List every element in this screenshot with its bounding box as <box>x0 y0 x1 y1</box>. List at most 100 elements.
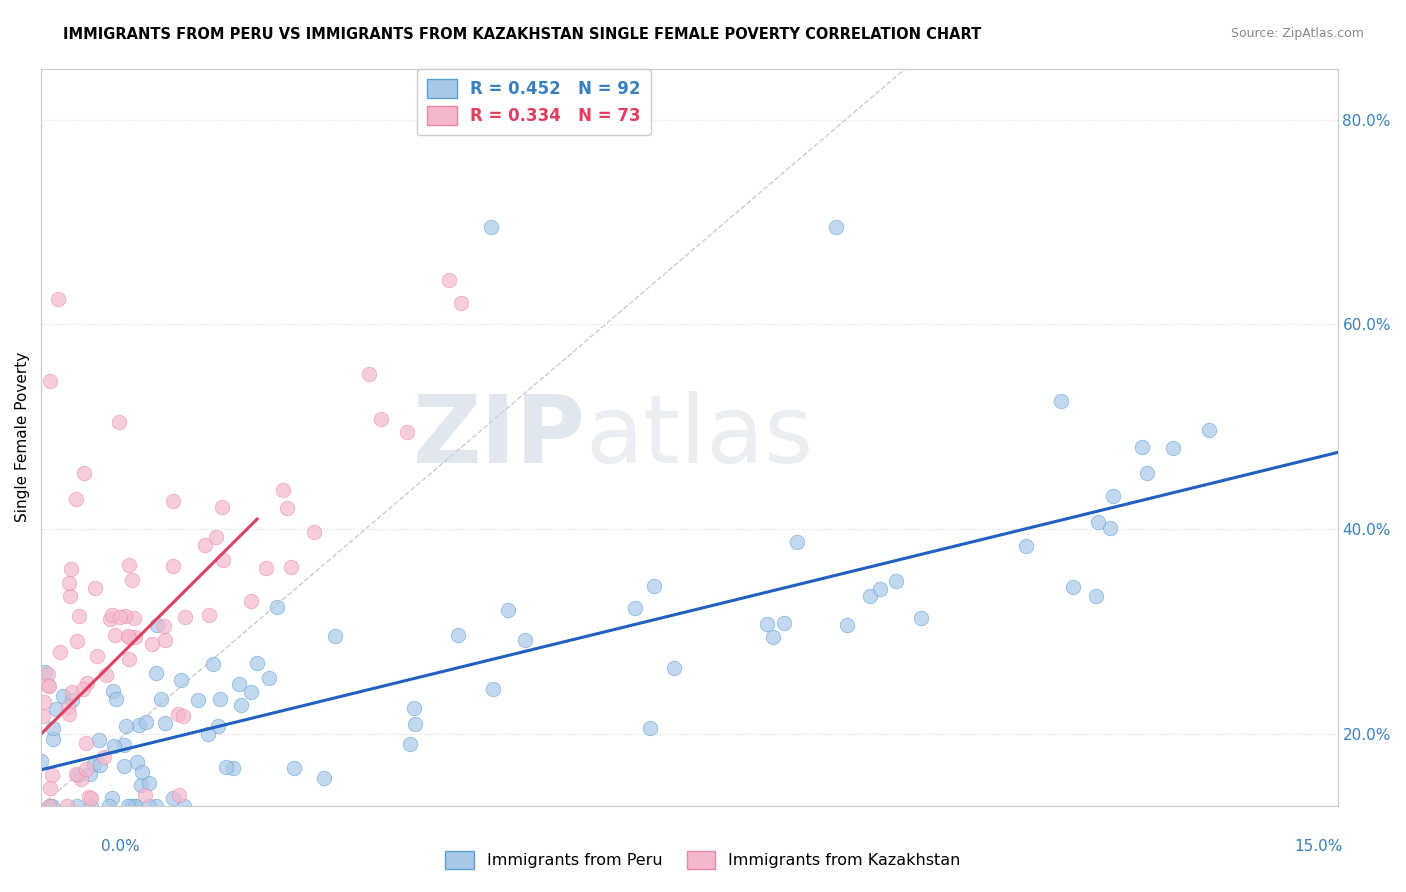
Point <box>89 758 111 772</box>
Point <box>496 603 519 617</box>
Point <box>1099 521 1122 535</box>
Point <box>662 661 685 675</box>
Point <box>197 727 219 741</box>
Point <box>67 609 90 624</box>
Point <box>38 374 60 388</box>
Point <box>124 798 146 813</box>
Point <box>101 791 124 805</box>
Legend: Immigrants from Peru, Immigrants from Kazakhstan: Immigrants from Peru, Immigrants from Ka… <box>439 845 967 875</box>
Point <box>117 630 139 644</box>
Point <box>240 684 263 698</box>
Point <box>162 790 184 805</box>
Point <box>117 630 139 644</box>
Point <box>170 673 193 688</box>
Point <box>254 561 277 575</box>
Point <box>59 562 82 576</box>
Point <box>145 665 167 680</box>
Point <box>114 759 136 773</box>
Point <box>41 768 63 782</box>
Point <box>1102 489 1125 503</box>
Point <box>42 721 65 735</box>
Point <box>359 367 381 381</box>
Point <box>150 692 173 706</box>
Point <box>77 789 100 804</box>
Point <box>398 737 420 751</box>
Point <box>215 759 238 773</box>
Text: ZIP: ZIP <box>413 391 586 483</box>
Point <box>835 618 858 632</box>
Point <box>100 612 122 626</box>
Text: atlas: atlas <box>586 391 814 483</box>
Point <box>38 679 60 693</box>
Point <box>138 775 160 789</box>
Point <box>66 634 89 648</box>
Point <box>155 632 177 647</box>
Point <box>38 781 60 796</box>
Point <box>122 611 145 625</box>
Point <box>239 594 262 608</box>
Point <box>108 415 131 429</box>
Point <box>1198 423 1220 437</box>
Point <box>104 691 127 706</box>
Point <box>174 610 197 624</box>
Point <box>100 607 122 622</box>
Point <box>52 690 75 704</box>
Point <box>66 798 89 813</box>
Point <box>446 628 468 642</box>
Point <box>762 630 785 644</box>
Point <box>276 500 298 515</box>
Point <box>73 466 96 480</box>
Point <box>131 765 153 780</box>
Point <box>76 676 98 690</box>
Point <box>80 798 103 813</box>
Point <box>94 668 117 682</box>
Point <box>104 628 127 642</box>
Point <box>83 581 105 595</box>
Point <box>101 684 124 698</box>
Point <box>65 491 87 506</box>
Point <box>72 682 94 697</box>
Point <box>121 574 143 588</box>
Point <box>229 698 252 712</box>
Point <box>87 733 110 747</box>
Point <box>773 615 796 630</box>
Point <box>118 652 141 666</box>
Point <box>75 763 97 777</box>
Point <box>86 649 108 664</box>
Point <box>205 530 228 544</box>
Point <box>246 656 269 670</box>
Point <box>212 552 235 566</box>
Point <box>162 559 184 574</box>
Point <box>481 682 503 697</box>
Point <box>145 798 167 813</box>
Point <box>59 589 82 603</box>
Point <box>117 798 139 813</box>
Point <box>79 766 101 780</box>
Point <box>257 671 280 685</box>
Point <box>58 700 80 714</box>
Point <box>640 721 662 735</box>
Point <box>114 609 136 624</box>
Point <box>194 538 217 552</box>
Point <box>624 600 647 615</box>
Point <box>1161 442 1184 456</box>
Point <box>129 779 152 793</box>
Point <box>42 732 65 747</box>
Point <box>1136 466 1159 480</box>
Point <box>60 685 83 699</box>
Point <box>124 798 146 813</box>
Point <box>37 667 59 681</box>
Point <box>32 708 55 723</box>
Point <box>112 738 135 752</box>
Point <box>32 695 55 709</box>
Point <box>118 558 141 573</box>
Point <box>135 715 157 730</box>
Point <box>202 657 225 671</box>
Point <box>643 579 665 593</box>
Point <box>38 798 60 813</box>
Point <box>153 715 176 730</box>
Point <box>65 767 87 781</box>
Point <box>41 798 63 813</box>
Point <box>756 617 779 632</box>
Point <box>515 633 537 648</box>
